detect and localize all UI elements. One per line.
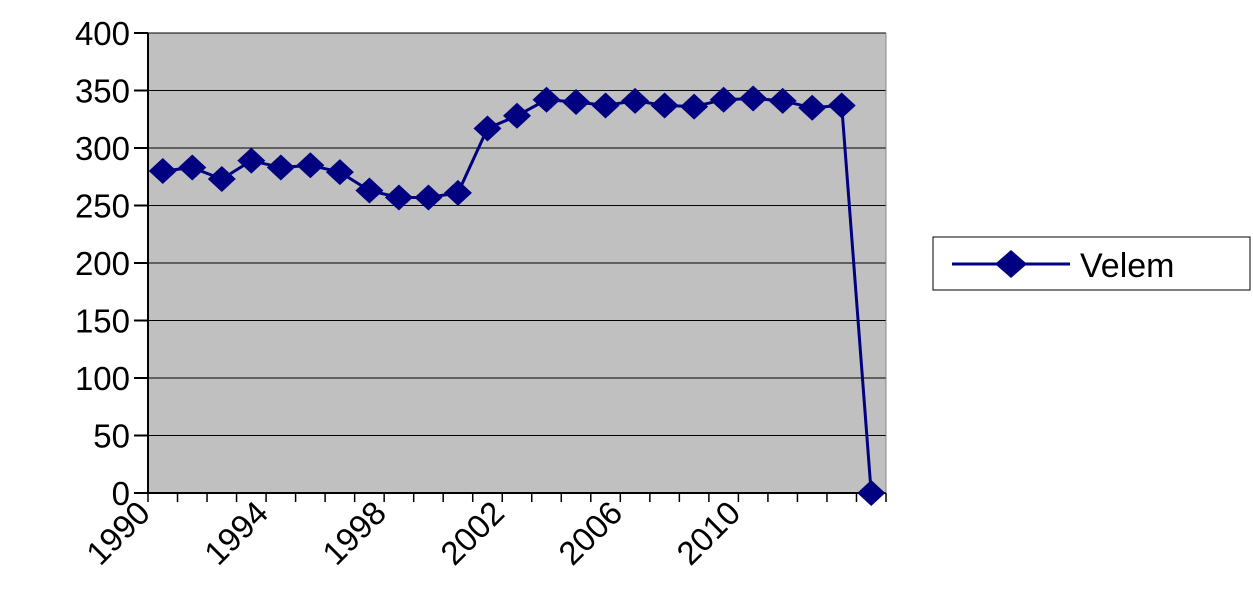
y-tick-labels: 0 50 100 150 200 250 300 350 400 — [75, 15, 148, 512]
data-point — [532, 86, 561, 113]
data-point — [768, 87, 797, 114]
data-point — [266, 154, 295, 181]
y-tick-label: 150 — [75, 303, 130, 340]
x-tick-label: 1994 — [197, 494, 275, 572]
x-tick-label: 1990 — [79, 494, 157, 572]
x-tick-label: 2006 — [551, 494, 629, 572]
data-point — [355, 177, 384, 204]
data-point — [680, 93, 709, 120]
x-tick-labels: 1990 1994 1998 2002 2006 2010 — [79, 494, 747, 572]
data-point — [562, 89, 591, 115]
y-tick-label: 100 — [75, 360, 130, 397]
data-point — [384, 184, 413, 211]
data-point — [827, 92, 856, 119]
gridlines — [148, 32, 886, 436]
series-velem — [148, 85, 886, 506]
data-point — [148, 158, 177, 184]
legend: Velem — [932, 236, 1251, 291]
y-tick-label: 400 — [75, 15, 130, 52]
y-tick-label: 300 — [75, 130, 130, 167]
data-point — [207, 166, 236, 193]
data-point — [443, 179, 472, 206]
x-tick-label: 1998 — [315, 494, 393, 572]
data-point — [709, 86, 738, 113]
x-tick-label: 2002 — [433, 494, 511, 572]
data-point — [325, 159, 354, 186]
data-point — [591, 92, 620, 119]
data-point — [473, 115, 502, 142]
data-point — [503, 102, 531, 129]
data-point — [798, 94, 827, 121]
y-tick-label: 200 — [75, 245, 130, 282]
y-tick-label: 50 — [93, 418, 130, 455]
x-ticks — [147, 493, 887, 502]
y-tick-label: 250 — [75, 188, 130, 225]
data-point — [296, 152, 325, 179]
data-point — [237, 147, 266, 174]
data-point — [178, 154, 207, 181]
x-tick-label: 2010 — [669, 494, 747, 572]
data-point — [857, 480, 886, 506]
data-point — [414, 184, 443, 211]
data-point — [621, 87, 650, 114]
y-tick-label: 0 — [112, 475, 130, 512]
data-point — [650, 92, 679, 119]
legend-label: Velem — [1080, 247, 1175, 285]
y-tick-label: 350 — [75, 73, 130, 110]
legend-marker — [995, 250, 1027, 278]
data-point — [739, 85, 768, 112]
